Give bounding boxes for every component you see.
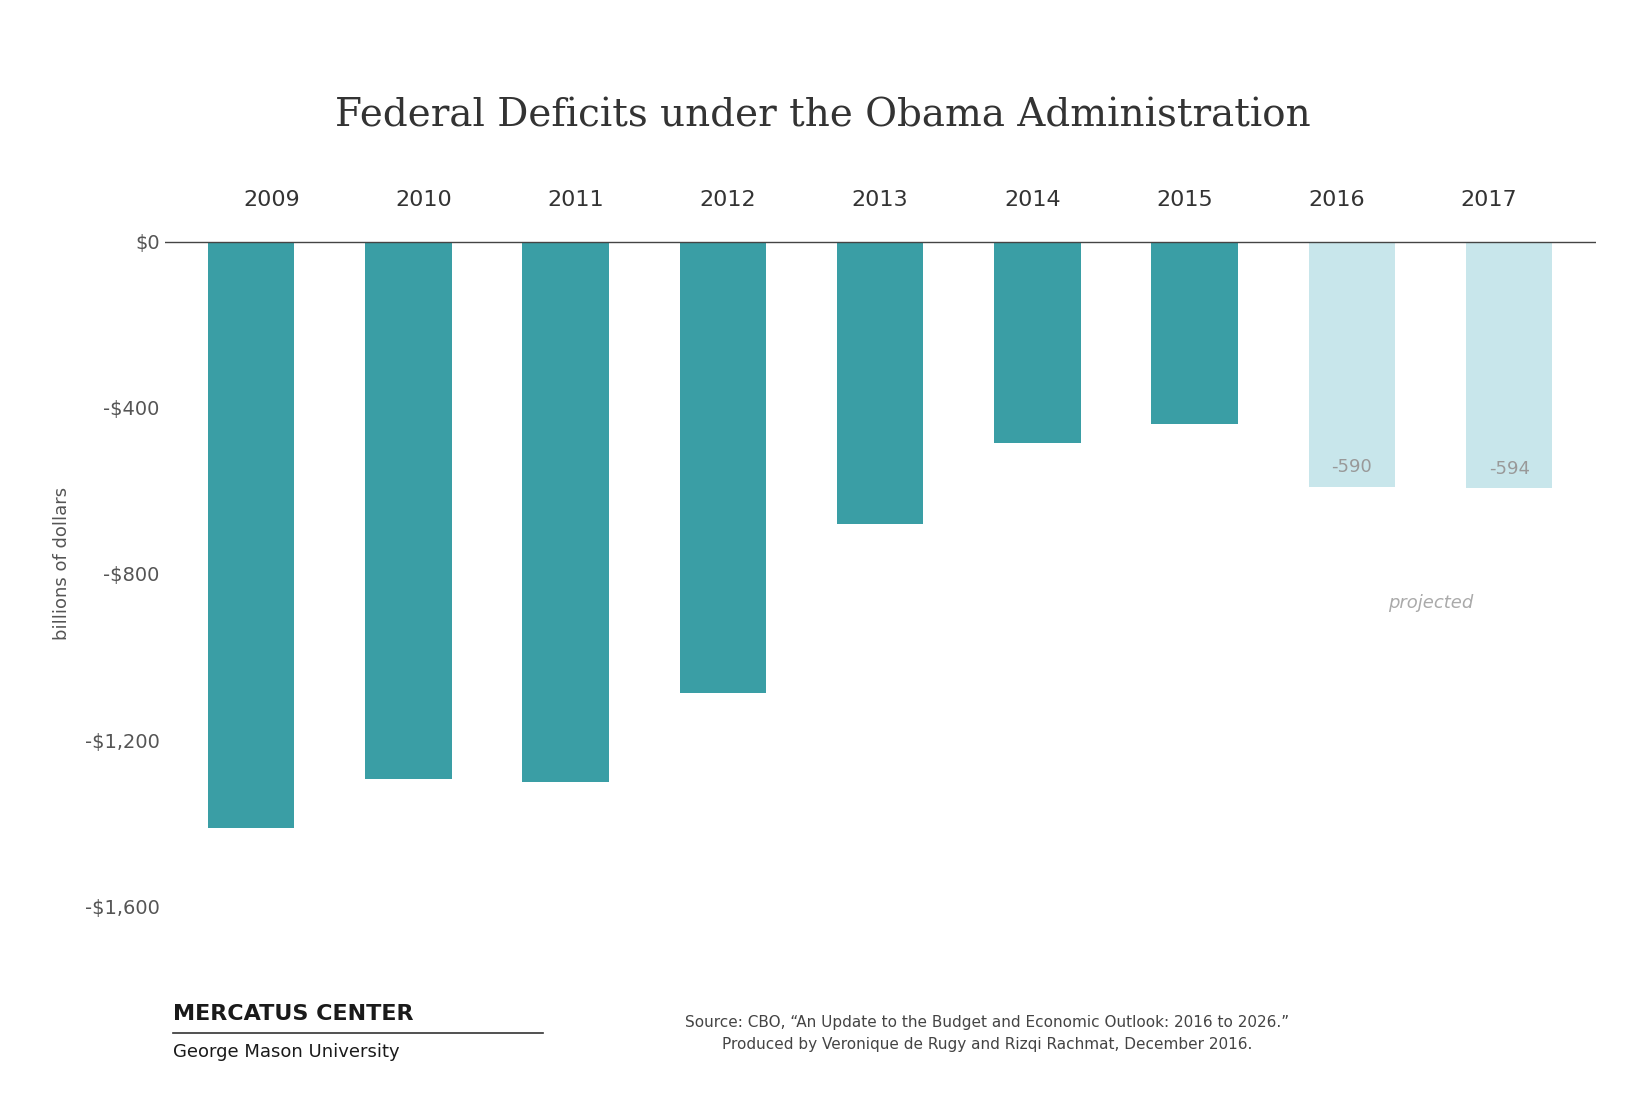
- Text: MERCATUS CENTER: MERCATUS CENTER: [173, 1004, 413, 1024]
- Text: -590: -590: [1331, 459, 1372, 476]
- Bar: [837, 242, 923, 524]
- Text: -1,294: -1,294: [380, 750, 438, 769]
- Bar: [365, 242, 451, 779]
- Text: Source: CBO, “An Update to the Budget and Economic Outlook: 2016 to 2026.”
Produ: Source: CBO, “An Update to the Budget an…: [684, 1014, 1290, 1052]
- Text: -1,300: -1,300: [536, 754, 594, 771]
- Bar: [1309, 242, 1395, 486]
- Polygon shape: [51, 982, 94, 1062]
- Text: George Mason University: George Mason University: [173, 1043, 400, 1061]
- Bar: [1152, 242, 1237, 423]
- Text: -680: -680: [860, 496, 900, 514]
- Bar: [679, 242, 767, 693]
- Text: -485: -485: [1017, 414, 1058, 433]
- Text: projected: projected: [1388, 594, 1474, 612]
- Text: -1,413: -1,413: [222, 800, 280, 818]
- Polygon shape: [97, 982, 140, 1062]
- Bar: [207, 242, 294, 829]
- Bar: [994, 242, 1081, 443]
- Text: Federal Deficits under the Obama Administration: Federal Deficits under the Obama Adminis…: [334, 97, 1311, 135]
- Bar: [1466, 242, 1553, 488]
- Bar: [521, 242, 609, 781]
- Text: -1,087: -1,087: [694, 665, 752, 683]
- Text: -594: -594: [1489, 460, 1530, 478]
- Y-axis label: billions of dollars: billions of dollars: [53, 487, 71, 640]
- Text: -438: -438: [1175, 396, 1216, 413]
